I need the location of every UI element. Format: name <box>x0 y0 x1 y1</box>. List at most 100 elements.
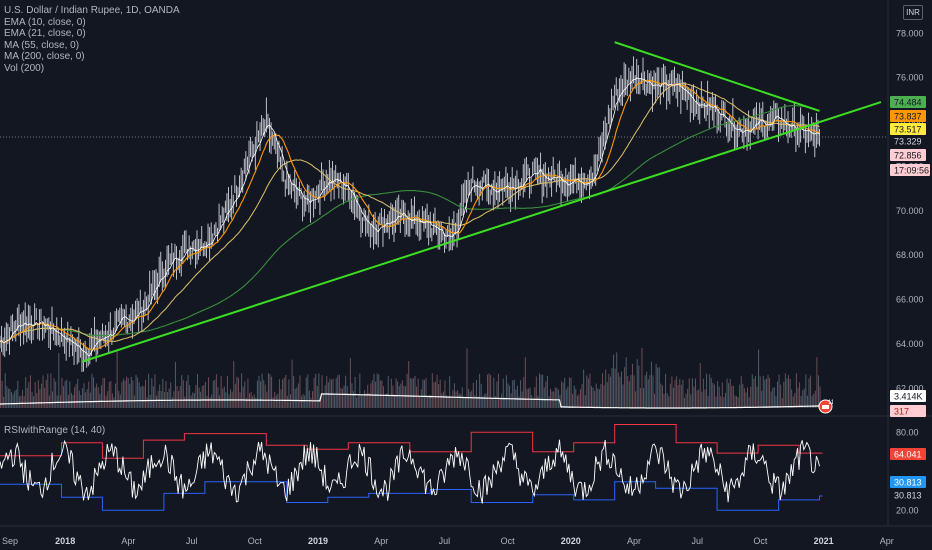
volume-bar <box>639 387 641 408</box>
price-axis-label: 78.000 <box>896 28 924 38</box>
volume-bar <box>773 387 775 408</box>
volume-bar <box>709 374 711 408</box>
volume-bar <box>477 396 479 408</box>
volume-bar <box>693 386 695 408</box>
volume-bar <box>619 376 621 408</box>
volume-bar <box>256 380 258 408</box>
volume-bar <box>389 395 391 408</box>
volume-bar <box>370 383 372 408</box>
volume-bar <box>674 379 676 408</box>
volume-bar <box>586 375 588 408</box>
volume-bar <box>450 397 452 408</box>
volume-bar <box>486 374 488 408</box>
volume-bar <box>805 374 807 408</box>
ma200-line <box>0 104 820 344</box>
volume-bar <box>578 394 580 408</box>
volume-bar <box>412 378 414 408</box>
volume-bar <box>742 383 744 408</box>
price-axis-label: 68.000 <box>896 250 924 260</box>
volume-bar <box>288 379 290 408</box>
volume-badge: 3.414K <box>894 392 923 402</box>
volume-badge-bg <box>890 390 926 402</box>
rsi-indicator-label[interactable]: RSIwithRange (14, 40) <box>4 425 106 436</box>
volume-bar <box>197 373 199 408</box>
volume-bar <box>387 375 389 408</box>
volume-bar <box>23 396 25 408</box>
volume-bar <box>720 396 722 408</box>
volume-bar <box>792 396 794 408</box>
volume-bar <box>490 375 492 408</box>
volume-bar <box>289 394 291 408</box>
indicator-volume[interactable]: Vol (200) <box>4 62 45 74</box>
volume-bar <box>695 378 697 408</box>
volume-bar <box>537 395 539 408</box>
volume-bar <box>660 383 662 408</box>
volume-bar <box>557 389 559 408</box>
indicator-ma200[interactable]: MA (200, close, 0) <box>4 51 85 62</box>
volume-bar <box>723 397 725 408</box>
volume-bar <box>338 374 340 408</box>
volume-bar <box>731 385 733 408</box>
volume-bar <box>337 375 339 408</box>
indicator-ma55[interactable]: MA (55, close, 0) <box>4 39 80 51</box>
currency-button[interactable]: INR <box>903 5 923 20</box>
volume-bar <box>748 397 750 408</box>
volume-bar <box>442 391 444 408</box>
volume-bar <box>803 388 805 408</box>
time-axis-label: Sep <box>2 536 18 546</box>
volume-bar <box>676 376 678 408</box>
volume-bar <box>127 378 129 408</box>
volume-bar <box>447 396 449 408</box>
volume-bar <box>222 388 224 408</box>
volume-bar <box>613 354 615 408</box>
volume-bar <box>539 373 541 408</box>
volume-bar <box>118 390 120 408</box>
volume-bar <box>252 396 254 408</box>
volume-bar <box>479 373 481 408</box>
indicator-ema21[interactable]: EMA (21, close, 0) <box>4 28 86 39</box>
symbol-title[interactable]: U.S. Dollar / Indian Rupee, 1D, OANDA <box>4 5 180 16</box>
volume-bar <box>644 375 646 408</box>
volume-bar <box>1 380 3 408</box>
volume-bar <box>307 374 309 408</box>
volume-bar <box>717 381 719 408</box>
economic-events-icon[interactable]: 11 <box>818 399 833 414</box>
volume-bar <box>185 381 187 408</box>
volume-bar <box>212 380 214 408</box>
volume-bar <box>214 379 216 408</box>
volume-bar <box>584 395 586 408</box>
volume-bar <box>550 388 552 408</box>
volume-bar <box>305 377 307 408</box>
volume-bar <box>728 383 730 408</box>
price-badge-bg <box>890 123 926 135</box>
indicator-ema10[interactable]: EMA (10, close, 0) <box>4 16 86 28</box>
volume-bar <box>441 393 443 408</box>
volume-bar <box>534 387 536 408</box>
volume-bar <box>296 387 298 408</box>
volume-bars <box>0 347 821 408</box>
volume-bar <box>425 378 427 408</box>
volume-bar <box>411 378 413 408</box>
volume-bar <box>28 382 30 408</box>
volume-bar <box>283 377 285 408</box>
volume-bar <box>570 377 572 408</box>
volume-bar <box>597 388 599 408</box>
volume-bar <box>650 361 652 408</box>
volume-bar <box>386 393 388 408</box>
volume-bar <box>455 391 457 408</box>
volume-bar <box>457 390 459 408</box>
volume-bar <box>770 391 772 408</box>
volume-bar <box>493 377 495 408</box>
volume-bar <box>157 390 159 408</box>
volume-bar <box>409 378 411 408</box>
volume-bar <box>474 395 476 408</box>
volume-bar <box>524 357 526 408</box>
volume-bar <box>609 376 611 408</box>
volume-bar <box>679 379 681 408</box>
volume-bar <box>431 373 433 408</box>
volume-bar <box>144 379 146 408</box>
volume-bar <box>800 395 802 408</box>
volume-bar <box>368 392 370 408</box>
